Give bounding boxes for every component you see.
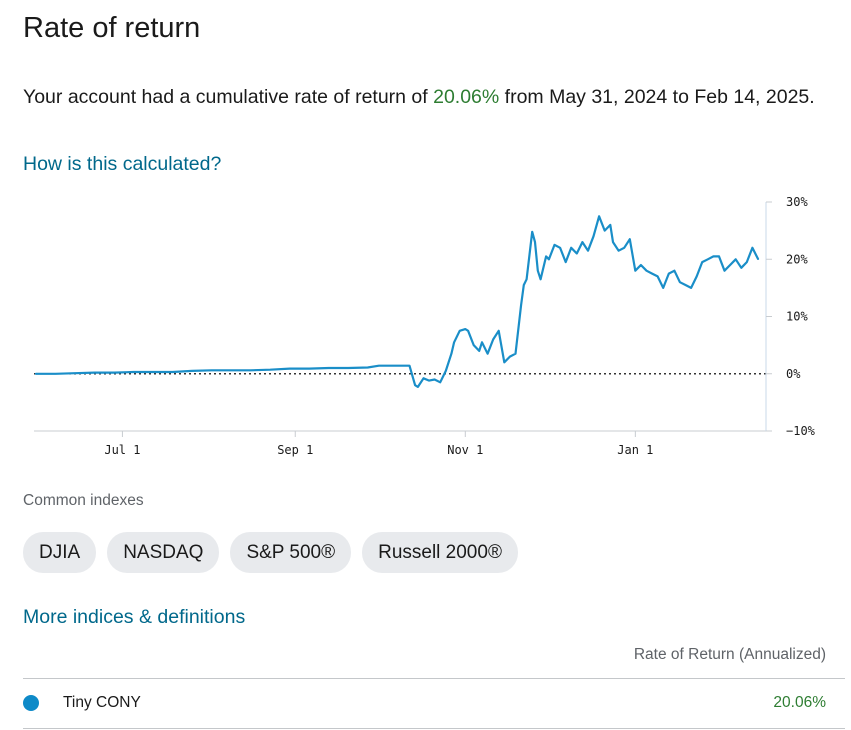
index-chip-russell2000[interactable]: Russell 2000®: [362, 532, 518, 573]
common-indexes-label: Common indexes: [23, 492, 144, 509]
page-title: Rate of return: [23, 12, 201, 44]
more-indices-link[interactable]: More indices & definitions: [23, 606, 246, 628]
y-tick-label: 10%: [786, 310, 808, 324]
account-return-value: 20.06%: [773, 694, 826, 711]
rate-of-return-chart: 30% 20% 10% 0% −10% Jul 1 Sep 1 Nov 1 Jan 1: [34, 195, 816, 457]
series-line-0: [34, 215, 760, 388]
how-calculated-link[interactable]: How is this calculated?: [23, 153, 222, 175]
summary-prefix: Your account had a cumulative rate of re…: [23, 86, 434, 108]
x-tick-label: Sep 1: [277, 443, 313, 457]
table-divider-bottom: [23, 728, 845, 729]
x-tick-label: Jan 1: [617, 443, 653, 457]
x-tick-label: Jul 1: [104, 443, 140, 457]
return-summary: Your account had a cumulative rate of re…: [23, 82, 823, 112]
table-divider-top: [23, 678, 845, 679]
index-chip-nasdaq[interactable]: NASDAQ: [107, 532, 220, 573]
index-chip-group: DJIA NASDAQ S&P 500® Russell 2000®: [23, 532, 518, 573]
y-tick-label: −10%: [786, 424, 816, 438]
account-cell: Tiny CONY: [23, 694, 141, 712]
summary-suffix: from May 31, 2024 to Feb 14, 2025.: [499, 86, 815, 108]
index-chip-sp500[interactable]: S&P 500®: [230, 532, 352, 573]
y-tick-label: 0%: [786, 367, 801, 381]
y-tick-label: 20%: [786, 252, 808, 266]
series-color-dot-icon: [23, 695, 39, 711]
account-name: Tiny CONY: [63, 694, 141, 711]
index-chip-djia[interactable]: DJIA: [23, 532, 97, 573]
y-tick-label: 30%: [786, 195, 808, 209]
table-column-header: Rate of Return (Annualized): [633, 646, 826, 663]
x-tick-label: Nov 1: [447, 443, 483, 457]
summary-return-value: 20.06%: [433, 86, 500, 108]
table-row: Tiny CONY 20.06%: [23, 690, 826, 716]
